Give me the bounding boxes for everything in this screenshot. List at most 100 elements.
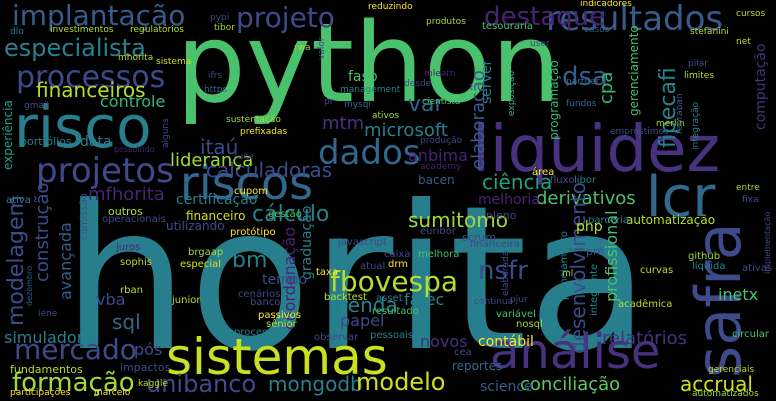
word-fasp: fasp bbox=[348, 69, 378, 85]
word-parceria: parceria bbox=[588, 215, 630, 226]
word-febraban: febraban bbox=[675, 93, 685, 134]
word-certificacao: certificação bbox=[176, 192, 258, 208]
word-continua: continua bbox=[474, 297, 514, 307]
word-destaque: destaque bbox=[484, 2, 606, 32]
word-server: server bbox=[479, 59, 495, 104]
word-academica: acadêmica bbox=[618, 299, 673, 310]
word-caixa: caixa bbox=[384, 249, 411, 260]
word-outros: outros bbox=[108, 205, 143, 218]
word-utilizando: utilizando bbox=[166, 219, 225, 233]
word-mysql: mysql bbox=[344, 100, 371, 110]
word-experiencia: experiência bbox=[1, 100, 15, 170]
word-resultados: resultados bbox=[546, 0, 724, 39]
word-pilar: pilar bbox=[688, 59, 708, 69]
word-mtm: mtm bbox=[322, 113, 365, 134]
word-indicadores: indicadores bbox=[580, 0, 632, 9]
word-mhorita: mhorita bbox=[118, 53, 154, 63]
word-fundamentos: fundamentos bbox=[10, 363, 83, 376]
word-mongodb: mongodb bbox=[268, 372, 363, 396]
word-vba: vba bbox=[96, 290, 126, 309]
word-var: var bbox=[408, 92, 444, 117]
word-drm: drm bbox=[388, 259, 409, 270]
word-observar: observar bbox=[314, 332, 359, 343]
word-passivos: passivos bbox=[258, 310, 301, 321]
word-prototipo: protótipo bbox=[230, 227, 276, 238]
word-papel: papel bbox=[340, 311, 385, 330]
word-user: user bbox=[530, 39, 550, 49]
word-bm: bm bbox=[232, 248, 268, 273]
word-dlo: dlo bbox=[10, 27, 24, 37]
word-pr: pr bbox=[324, 97, 334, 107]
word-data: data bbox=[80, 134, 112, 150]
word-gmail: gmail bbox=[24, 101, 49, 111]
word-regulatorios: regulatórios bbox=[130, 25, 184, 35]
word-sophis: sophis bbox=[120, 257, 153, 268]
word-atual: atual bbox=[360, 261, 386, 272]
word-producao: produção bbox=[420, 136, 463, 146]
word-inetx: inetx bbox=[718, 285, 759, 304]
word-gerenciais: gerenciais bbox=[708, 365, 755, 375]
word-mercado: mercado bbox=[14, 333, 137, 366]
word-marcelo: marcelo bbox=[94, 388, 131, 398]
word-novos: novos bbox=[420, 332, 468, 351]
word-lideranca: liderança bbox=[170, 150, 254, 171]
word-operacionais: operacionais bbox=[102, 214, 166, 225]
word-fbovespa: fbovespa bbox=[330, 265, 459, 298]
word-gerenciamento: gerenciamento bbox=[627, 25, 641, 116]
word-reportes: reportes bbox=[452, 359, 503, 373]
word-rwa: rwa bbox=[294, 43, 311, 53]
word-juros: juros bbox=[116, 242, 141, 253]
word-sumitomo: sumitomo bbox=[408, 208, 508, 232]
word-automatizacao: automatização bbox=[626, 213, 716, 227]
word-alguns: alguns bbox=[161, 118, 171, 148]
word-ativos: ativos bbox=[372, 111, 400, 121]
word-relatorios: relatórios bbox=[602, 328, 687, 349]
word-casos: casos bbox=[584, 25, 610, 35]
word-projetos: projetos bbox=[36, 151, 174, 191]
word-participacoes: participações bbox=[10, 388, 71, 398]
word-financeiros: financeiros bbox=[36, 78, 146, 102]
word-fundos: fundos bbox=[566, 99, 597, 109]
word-fluxo: fluxo bbox=[550, 175, 575, 186]
word-cientista: cientista bbox=[422, 97, 461, 107]
word-asset: asset bbox=[376, 293, 403, 304]
word-tesouraria: tesouraria bbox=[482, 21, 533, 32]
word-ativas: ativas bbox=[742, 263, 773, 274]
word-formacao: formação bbox=[12, 368, 135, 398]
word-stefanini: stefanini bbox=[690, 27, 729, 37]
word-unibanco: unibanco bbox=[146, 370, 257, 398]
word-integracao: integração bbox=[691, 101, 701, 150]
word-gestao: gestão bbox=[268, 209, 302, 220]
word-pypi: pypi bbox=[210, 13, 230, 23]
word-tibor: tibor bbox=[214, 23, 235, 33]
word-circular: circular bbox=[732, 329, 770, 340]
word-mlearn: mlearn bbox=[424, 69, 456, 79]
word-melhora: melhora bbox=[418, 249, 460, 260]
word-avancada: avançada bbox=[56, 222, 75, 300]
word-libor: libor bbox=[574, 175, 597, 186]
word-microsoft: microsoft bbox=[364, 120, 448, 141]
word-limites: limites bbox=[684, 71, 715, 81]
word-programacao: programação bbox=[547, 60, 561, 140]
word-euribor: euribor bbox=[420, 226, 456, 237]
word-area: área bbox=[532, 167, 555, 178]
word-rban: rban bbox=[120, 285, 143, 296]
word-elaborada: elaborada bbox=[501, 250, 511, 296]
word-calculo: cálculo bbox=[252, 202, 330, 227]
word-processo: processo bbox=[234, 327, 279, 338]
word-valor: valor bbox=[317, 37, 327, 60]
word-produtos: produtos bbox=[426, 17, 466, 27]
word-nsfr: nsfr bbox=[478, 256, 528, 286]
word-portfolios: portfólios bbox=[20, 135, 72, 148]
word-partner: partner bbox=[566, 77, 600, 87]
word-kaggle: kaggle bbox=[138, 379, 169, 389]
word-pre: pré bbox=[586, 245, 605, 258]
word-conciliacao: conciliação bbox=[520, 374, 621, 395]
word-merlin: merlin bbox=[656, 119, 685, 129]
word-implantacao: implantação bbox=[12, 0, 186, 32]
word-exposicao: exposição bbox=[507, 70, 517, 116]
word-science: science bbox=[480, 379, 533, 395]
word-scrum: scrum bbox=[462, 231, 496, 244]
word-pessoais: pessoais bbox=[370, 330, 414, 341]
word-contabil: contábil bbox=[478, 334, 534, 350]
